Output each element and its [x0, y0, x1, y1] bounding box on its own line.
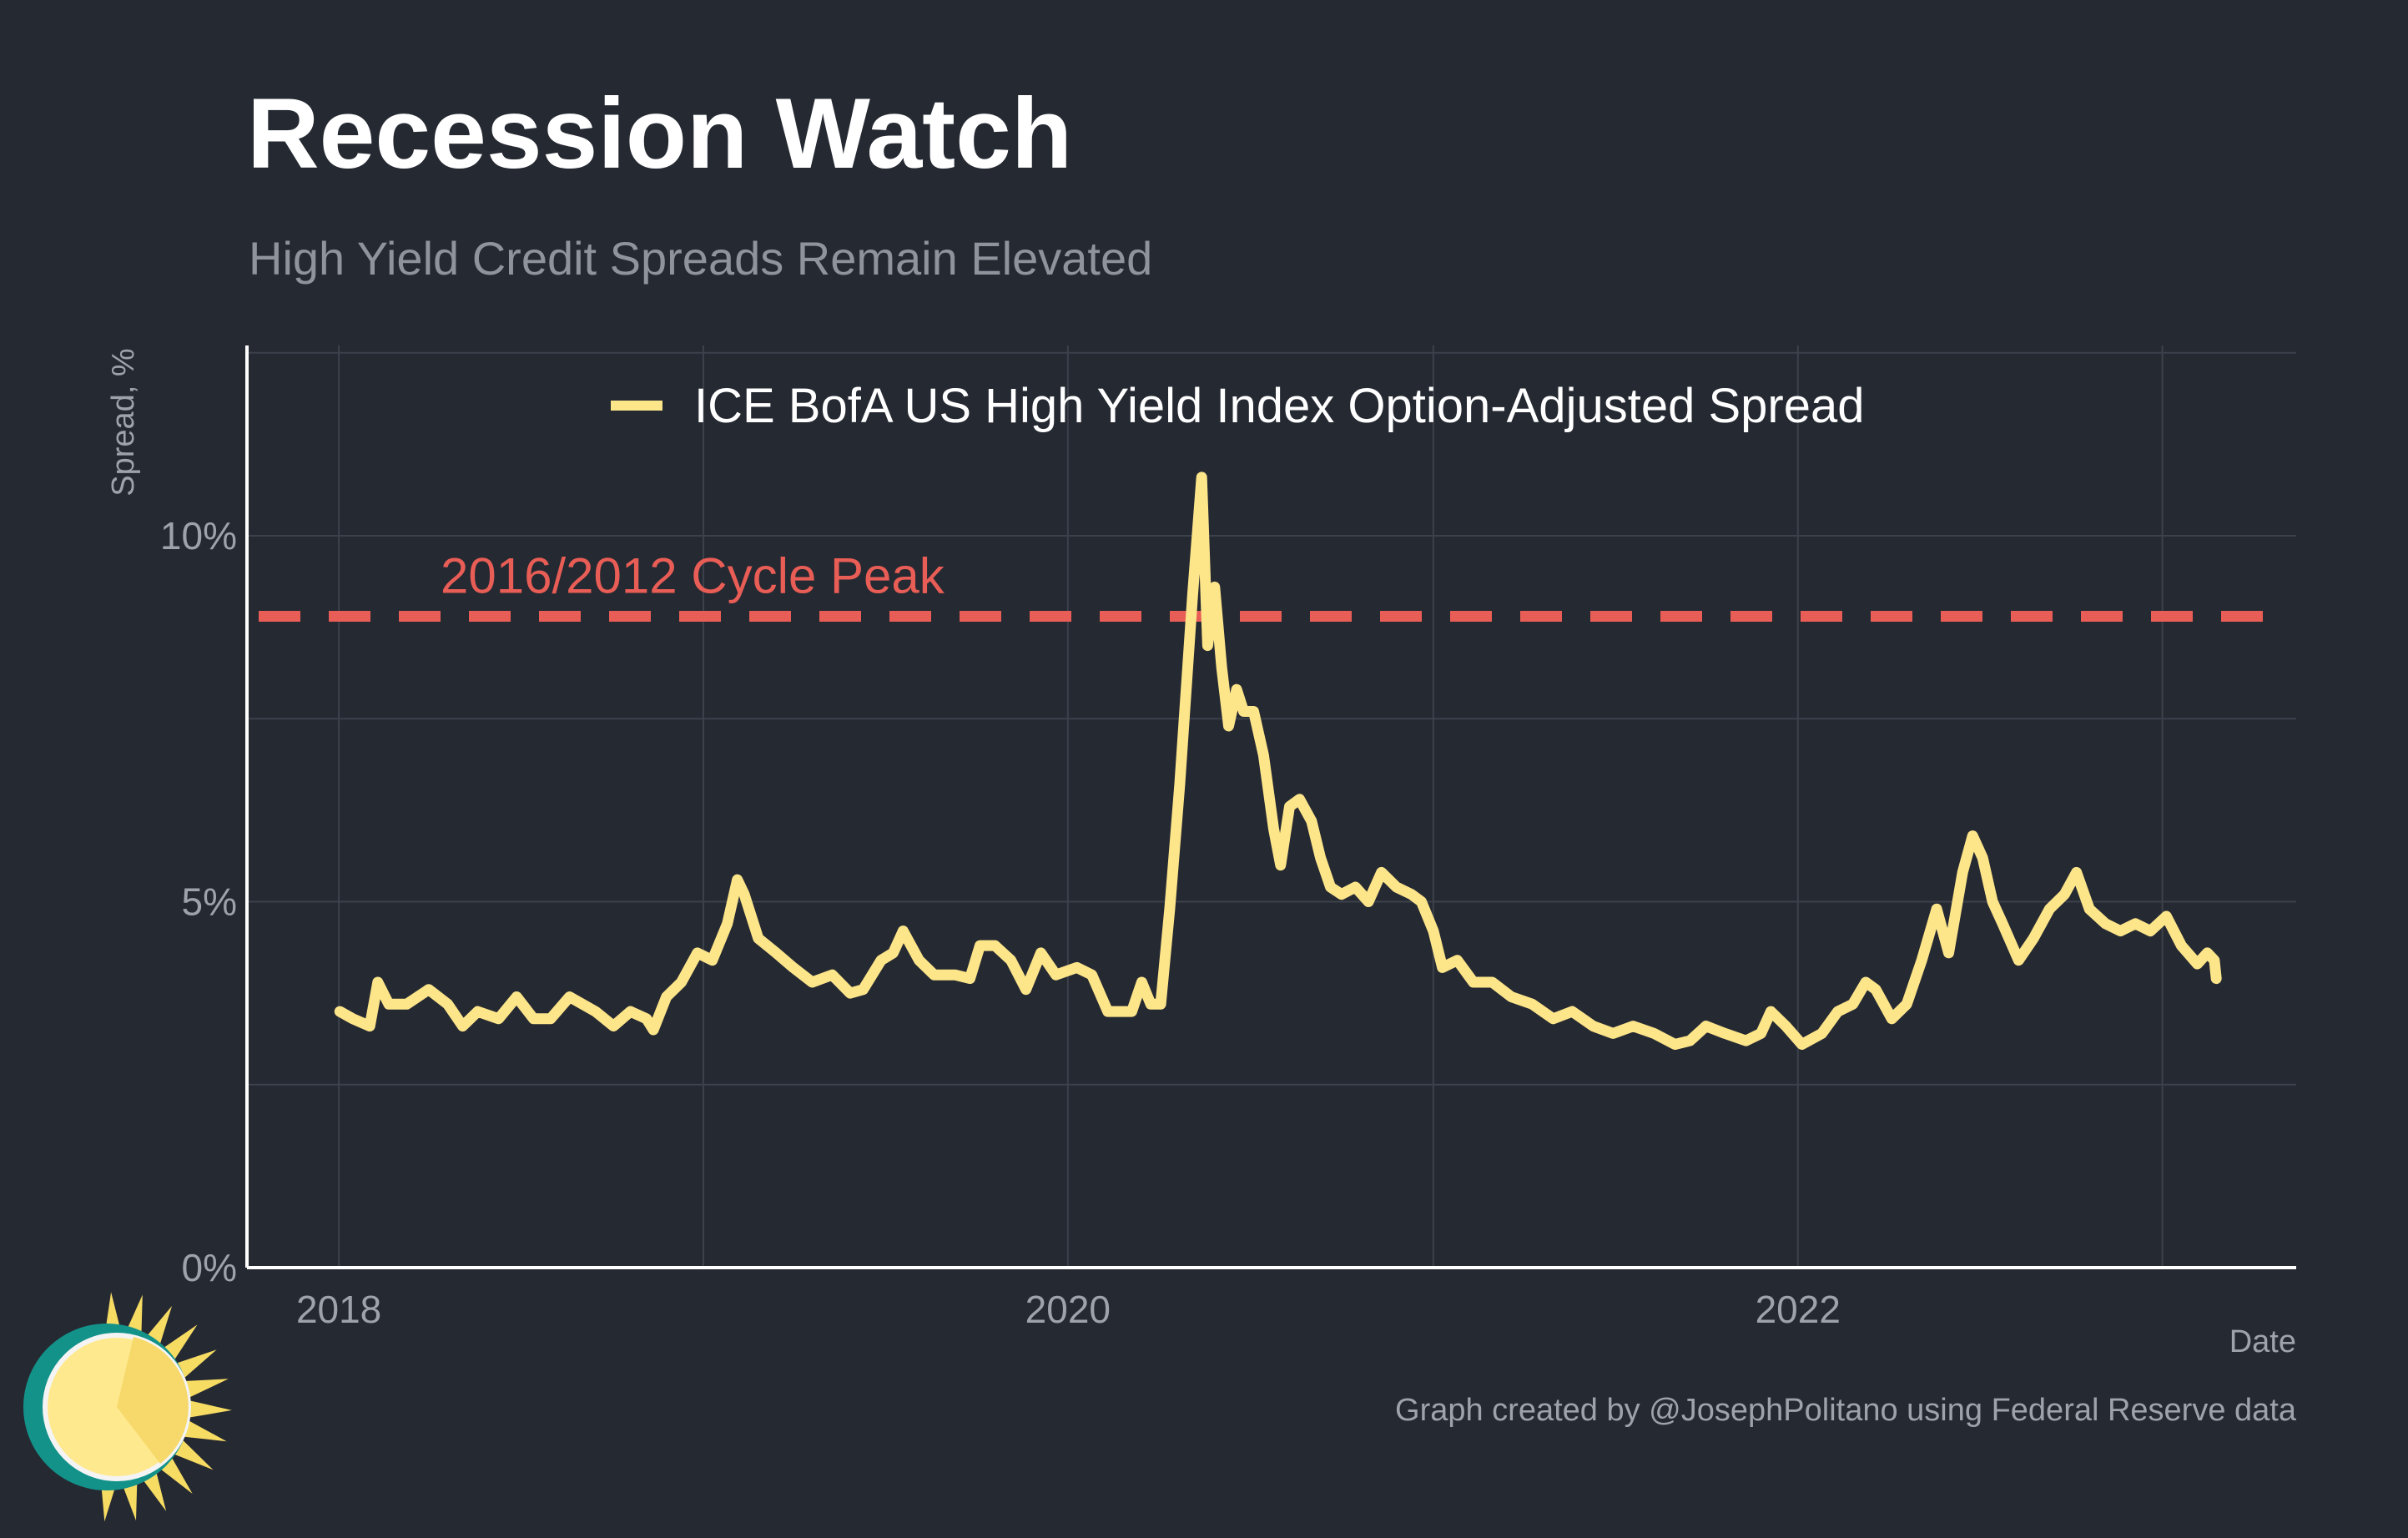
sun-ray-icon — [185, 1399, 232, 1419]
x-tick-labels: 2018 2020 2022 — [296, 1288, 1841, 1331]
sun-ray-icon — [180, 1419, 227, 1442]
sun-ray-icon — [172, 1349, 217, 1380]
sun-logo-icon — [23, 1292, 232, 1522]
grid-lines — [247, 345, 2296, 1268]
x-axis-title: Date — [2229, 1324, 2296, 1359]
page-title: Recession Watch — [247, 78, 1073, 189]
y-tick-label: 10% — [160, 514, 237, 557]
x-tick-label: 2020 — [1025, 1288, 1111, 1331]
reference-line-group: 2016/2012 Cycle Peak — [259, 547, 2271, 622]
sun-ray-icon — [169, 1437, 214, 1470]
x-tick-label: 2022 — [1756, 1288, 1841, 1331]
cycle-peak-annotation: 2016/2012 Cycle Peak — [441, 547, 945, 603]
sun-ray-icon — [182, 1379, 229, 1399]
y-axis-title: Spread, % — [106, 348, 141, 496]
series-line-high-yield-spread — [334, 471, 2222, 1050]
x-tick-label: 2018 — [296, 1288, 381, 1331]
y-tick-label: 0% — [182, 1246, 237, 1289]
page-subtitle: High Yield Credit Spreads Remain Elevate… — [249, 232, 1153, 285]
axes — [245, 345, 2296, 1269]
legend-entry-high-yield-spread: ICE BofA US High Yield Index Option-Adju… — [694, 379, 1864, 433]
sun-shade-icon — [117, 1337, 189, 1464]
y-tick-label: 5% — [182, 880, 237, 924]
y-tick-labels: 0% 5% 10% — [160, 514, 237, 1289]
source-caption: Graph created by @JosephPolitano using F… — [1395, 1393, 2297, 1428]
legend: ICE BofA US High Yield Index Option-Adju… — [611, 379, 1864, 433]
